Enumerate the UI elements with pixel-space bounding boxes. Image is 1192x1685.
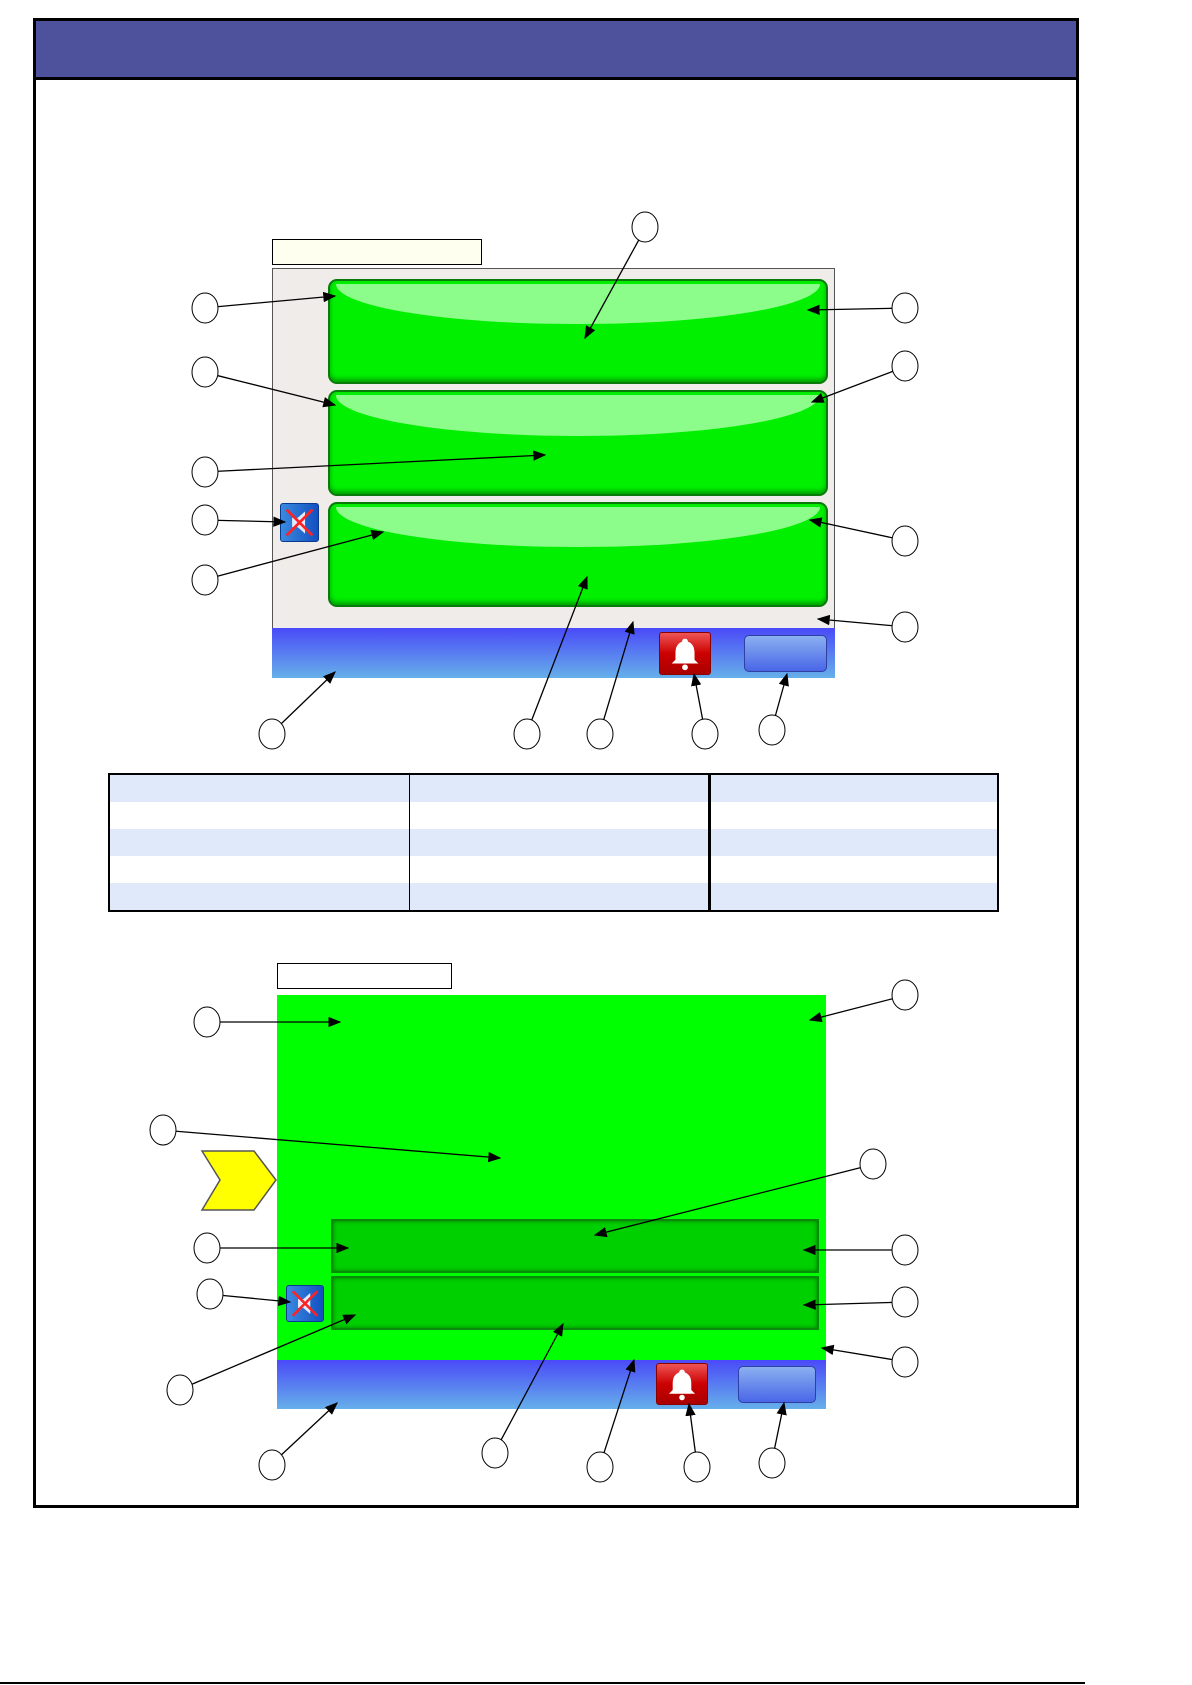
callout-circle [586,1451,614,1483]
callout-circle [196,1278,224,1310]
callout-arrow [773,1401,787,1449]
callout-arrow [218,291,337,308]
callout-circle [191,504,219,536]
callout-circle [586,718,614,750]
callout-arrow [584,239,640,340]
callout-circle [149,1114,177,1146]
callout-arrow [808,517,893,539]
callout-circle [191,456,219,488]
callout-arrow [281,671,336,724]
callout-circle [859,1148,887,1180]
callout-circle [631,211,659,243]
callout-circle [891,611,919,643]
callout-arrow [806,304,892,315]
callout-arrow [218,450,547,472]
callout-arrow [685,1402,696,1453]
bell-icon[interactable] [656,1363,708,1405]
callout-circle [191,292,219,324]
blue-button[interactable] [744,635,827,672]
callout-circle [758,1447,786,1479]
callout-arrow [281,1402,338,1456]
callout-circle [513,718,541,750]
callout-arrow [774,672,789,716]
callout-arrow [603,1358,636,1453]
bottom-screen-label-box [277,963,452,989]
callout-arrow [217,375,337,408]
top-status-bar [272,628,835,678]
callout-circle [891,350,919,382]
callout-circle [166,1374,194,1406]
callout-arrow [802,1299,892,1310]
table-row [109,774,998,802]
callout-circle [191,356,219,388]
callout-arrow [593,1167,861,1238]
callout-circle [193,1006,221,1038]
callout-circle [891,1346,919,1378]
callout-arrow [191,1314,357,1385]
callout-circle [758,714,786,746]
callout-circle [891,979,919,1011]
table-row [109,802,998,829]
green-button-2[interactable] [328,390,828,496]
green-button-1[interactable] [328,279,828,384]
dark-green-bar-1[interactable] [331,1219,819,1273]
table-row [109,856,998,883]
callout-circle [258,718,286,750]
top-screen-label-box [272,239,482,265]
callout-circle [891,1286,919,1318]
callout-arrow [223,1294,292,1307]
callout-circle [691,718,719,750]
callout-arrow [816,614,892,627]
speaker-muted-icon[interactable] [280,503,319,542]
legend-table [108,773,999,912]
callout-arrow [810,370,893,403]
callout-circle [891,1234,919,1266]
callout-arrow [217,529,385,577]
callout-arrow [691,672,704,720]
callout-circle [258,1449,286,1481]
bell-icon[interactable] [659,632,711,675]
bottom-status-bar [277,1360,826,1409]
callout-arrow [176,1130,502,1163]
callout-arrow [603,620,635,720]
callout-arrow [820,1344,892,1361]
callout-circle [191,564,219,596]
callout-arrow [218,516,287,527]
callout-circle [891,292,919,324]
callout-arrow [500,1322,564,1441]
page-frame [33,18,1079,1508]
dark-green-bar-2[interactable] [331,1276,819,1330]
callout-circle [193,1232,221,1264]
chevron-right-icon [200,1150,277,1211]
callout-arrow [808,998,893,1023]
bottom-rule [0,1682,1085,1684]
speaker-muted-icon[interactable] [286,1285,324,1322]
table-row [109,883,998,911]
table-row [109,829,998,856]
callout-arrow [531,575,588,721]
callout-circle [891,525,919,557]
callout-circle [481,1437,509,1469]
callout-circle [683,1451,711,1483]
